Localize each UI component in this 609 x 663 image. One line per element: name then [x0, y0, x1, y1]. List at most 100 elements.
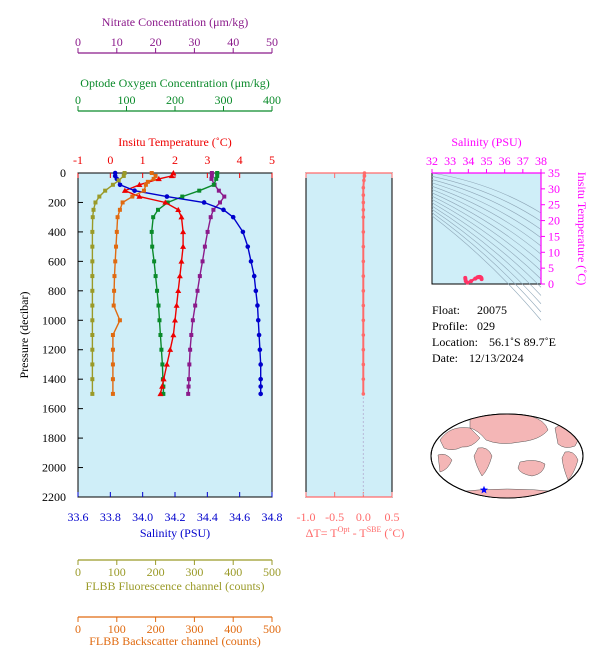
- temperature-point: [176, 273, 183, 279]
- float-info: Float: 20075 Profile: 029 Location: 56.1˚S …: [432, 303, 556, 366]
- float-id: 20075: [477, 303, 507, 317]
- float-location-star-icon: [480, 485, 488, 494]
- oxygen-point: [161, 391, 166, 396]
- fluorescence-tick-label: 0: [75, 565, 81, 579]
- delta-axis-title: ΔT= TOpt - TSBE (˚C): [306, 525, 405, 540]
- oxygen-point: [159, 347, 164, 352]
- ts-point: [465, 280, 470, 285]
- density-contour: [431, 215, 542, 321]
- temperature-point: [155, 175, 162, 182]
- location-value: 56.1˚S 89.7˚E: [489, 335, 556, 349]
- nitrate-point: [195, 288, 200, 293]
- backscatter-point: [110, 333, 115, 337]
- temperature-tick-label: 5: [269, 153, 275, 167]
- nitrate-point: [202, 244, 207, 249]
- fluorescence-point: [116, 178, 121, 183]
- backscatter-point: [153, 173, 158, 178]
- oxygen-tick-label: 100: [118, 93, 136, 107]
- temperature-tick-label: 1: [140, 153, 146, 167]
- salinity-point: [255, 317, 261, 323]
- oxygen-tick-label: 300: [215, 93, 233, 107]
- salinity-point: [240, 229, 246, 235]
- backscatter-tick-label: 300: [185, 622, 203, 636]
- temperature-profile-line: [123, 172, 184, 395]
- backscatter-point: [141, 188, 146, 193]
- delta-point: [361, 333, 366, 337]
- date-value: 12/13/2024: [469, 351, 524, 365]
- backscatter-point: [120, 200, 125, 205]
- nitrate-profile-line: [187, 173, 226, 394]
- salinity-point: [258, 362, 263, 367]
- backscatter-point: [149, 171, 154, 175]
- backscatter-point: [115, 215, 120, 220]
- density-contour: [431, 185, 542, 247]
- oxygen-point: [150, 244, 155, 249]
- location-row: Location: 56.1˚S 89.7˚E: [432, 335, 556, 350]
- salinity-point: [132, 188, 137, 193]
- oxygen-point: [156, 207, 161, 212]
- ts-point: [479, 277, 484, 282]
- delta-label-part: (˚C): [381, 526, 404, 540]
- oxygen-tick-label: 0: [75, 93, 81, 107]
- ts-temp-tick-label: 30: [548, 182, 560, 196]
- delta-point: [361, 259, 366, 264]
- fluorescence-point: [90, 347, 95, 352]
- fluorescence-point: [93, 200, 98, 205]
- temperature-tick-label: 2: [172, 153, 178, 167]
- backscatter-tick-label: 500: [263, 622, 281, 636]
- delta-tick-label: -1.0: [297, 510, 316, 524]
- density-contour: [431, 176, 542, 222]
- backscatter-tick-label: 100: [108, 622, 126, 636]
- nitrate-point: [186, 377, 191, 382]
- salinity-tick-label: 34.4: [197, 510, 218, 524]
- fluorescence-point: [110, 182, 115, 187]
- temperature-tick-label: -1: [73, 153, 83, 167]
- backscatter-tick-label: 400: [224, 622, 242, 636]
- fluorescence-point: [90, 288, 95, 293]
- ts-temp-tick-label: 15: [548, 229, 560, 243]
- backscatter-axis-title: FLBB Backscatter channel (counts): [89, 634, 261, 648]
- delta-point: [361, 274, 366, 278]
- salinity-point: [258, 376, 263, 382]
- oxygen-point: [165, 200, 170, 205]
- salinity-point: [221, 207, 226, 213]
- delta-point: [361, 193, 366, 197]
- backscatter-point: [114, 229, 119, 234]
- africa-shape: [439, 427, 481, 450]
- temperature-axis-title: Insitu Temperature (˚C): [118, 135, 232, 149]
- salinity-tick-label: 33.8: [100, 510, 121, 524]
- nitrate-point: [209, 171, 214, 175]
- delta-label-superscript: Opt: [338, 525, 351, 534]
- backscatter-point: [114, 244, 119, 249]
- oxygen-point: [215, 171, 220, 175]
- temperature-point: [180, 228, 187, 235]
- fluorescence-point: [122, 171, 127, 175]
- nitrate-tick-label: 50: [266, 35, 278, 49]
- profile-row: Profile: 029: [432, 319, 556, 334]
- delta-tick-label: 0.5: [385, 510, 400, 524]
- temperature-point: [172, 317, 178, 323]
- backscatter-tick-label: 0: [75, 622, 81, 636]
- fluorescence-point: [90, 318, 95, 323]
- temperature-point: [159, 383, 166, 389]
- ts-salinity-tick-label: 33: [444, 154, 456, 168]
- pressure-tick-label: 400: [48, 225, 66, 239]
- oxygen-point: [160, 362, 165, 367]
- backscatter-point: [110, 377, 115, 382]
- ts-temp-axis-title: Insitu Temperature (˚C): [575, 172, 589, 286]
- nitrate-point: [209, 173, 214, 178]
- delta-point: [361, 362, 366, 367]
- australia-shape: [517, 460, 546, 477]
- fluorescence-point: [90, 259, 95, 264]
- ts-plot-area: [431, 172, 542, 285]
- series-layer: [90, 170, 367, 397]
- backscatter-point: [112, 288, 117, 293]
- pressure-tick-label: 1000: [42, 313, 66, 327]
- world-map: [430, 413, 584, 499]
- ts-salinity-tick-label: 37: [517, 154, 529, 168]
- temperature-point: [163, 361, 170, 367]
- fluorescence-point: [91, 207, 96, 212]
- fluorescence-point: [90, 274, 95, 279]
